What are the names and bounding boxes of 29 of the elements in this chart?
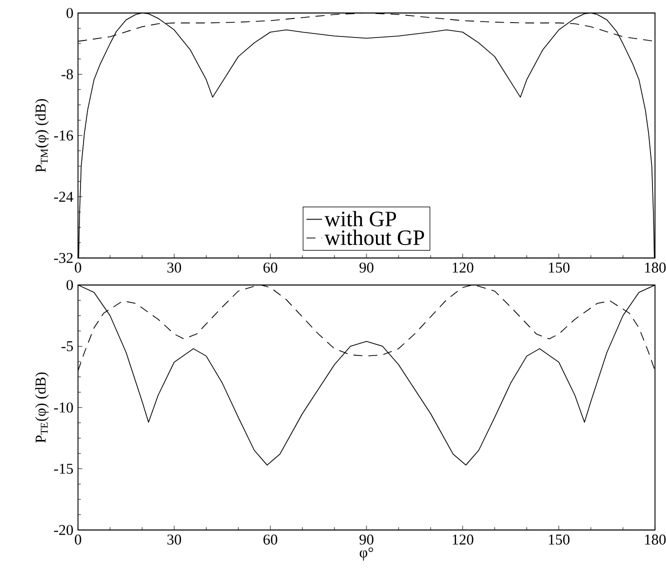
x-tick-label: 60 <box>264 262 278 273</box>
y-axis-title: P$_{TE}$(φ) (dB) <box>35 372 49 443</box>
legend-label: with GP <box>324 210 396 226</box>
x-tick-label: 90 <box>360 262 374 273</box>
y-tick-label: -24 <box>54 192 74 202</box>
x-tick-label: 0 <box>74 534 82 545</box>
y-tick-label: -5 <box>62 341 73 352</box>
x-tick-label: 120 <box>452 262 474 273</box>
x-tick-label: 180 <box>645 534 666 545</box>
x-tick-label: 150 <box>548 262 570 273</box>
x-tick-label: 30 <box>167 262 182 273</box>
y-tick-label: -10 <box>54 402 73 413</box>
y-tick-label: -15 <box>54 464 73 474</box>
x-tick-label: 60 <box>264 534 278 545</box>
x-tick-label: 0 <box>74 262 82 273</box>
y-tick-label: -20 <box>54 524 73 536</box>
y-tick-label: -32 <box>54 252 73 264</box>
y-axis-title: P$_{TM}$(φ) (dB) <box>35 99 49 172</box>
x-axis-title: φ° <box>360 547 374 561</box>
x-tick-label: 30 <box>167 534 182 545</box>
x-tick-label: 120 <box>452 534 474 545</box>
y-tick-label: 0 <box>66 280 73 290</box>
x-tick-label: 180 <box>645 262 666 273</box>
y-tick-label: -8 <box>62 69 73 80</box>
y-tick-label: 0 <box>66 8 73 18</box>
y-tick-label: -16 <box>54 130 74 141</box>
x-tick-label: 150 <box>548 534 570 545</box>
legend-label: without GP <box>324 230 424 246</box>
x-tick-label: 90 <box>360 534 374 545</box>
